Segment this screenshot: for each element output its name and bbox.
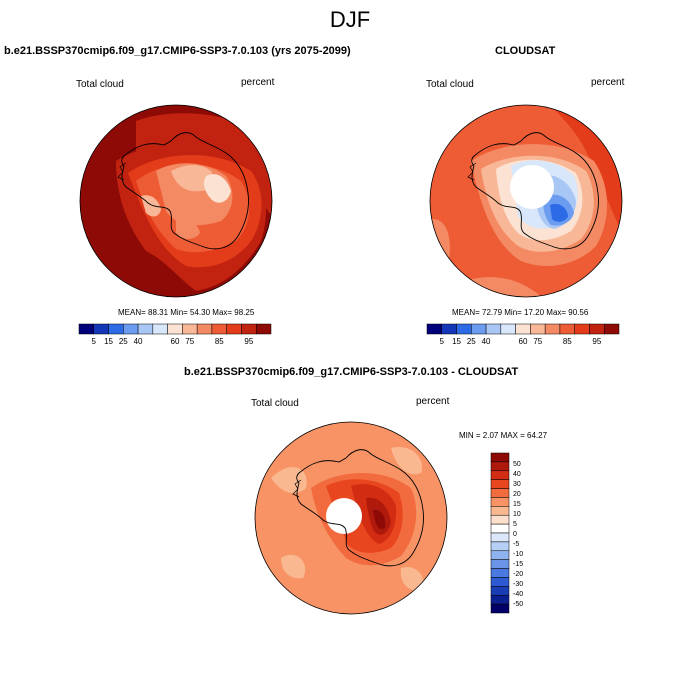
colorbar-tick-label: 0 <box>513 531 517 538</box>
colorbar-box <box>490 479 510 489</box>
colorbar-tick-label: -10 <box>513 551 523 558</box>
panel-title-diff: b.e21.BSSP370cmip6.f09_g17.CMIP6-SSP3-7.… <box>184 366 519 378</box>
colorbar-tick-label: 95 <box>244 337 253 346</box>
panel-title-model: b.e21.BSSP370cmip6.f09_g17.CMIP6-SSP3-7.… <box>4 45 351 57</box>
variable-label-cloudsat: Total cloud <box>426 79 474 90</box>
colorbar-tick-label: -15 <box>513 561 523 568</box>
colorbar-model: 5 15 25 40 60 75 85 95 <box>78 323 272 346</box>
colorbar-box <box>490 514 510 525</box>
colorbar-box <box>490 541 510 552</box>
colorbar-box <box>490 488 510 498</box>
stats-model: MEAN= 88.31 Min= 54.30 Max= 98.25 <box>118 308 255 317</box>
polar-map-cloudsat <box>429 104 623 298</box>
colorbar-box <box>530 323 546 335</box>
colorbar-box <box>490 586 510 596</box>
polar-map-diff <box>254 421 448 615</box>
colorbar-tick-label: 40 <box>134 337 143 346</box>
colorbar-tick-label: 40 <box>513 471 521 478</box>
colorbar-box <box>182 323 198 335</box>
colorbar-box <box>426 323 443 335</box>
colorbar-box <box>456 323 472 335</box>
colorbar-box <box>471 323 487 335</box>
colorbar-tick-label: 30 <box>513 481 521 488</box>
colorbar-box <box>490 470 510 480</box>
colorbar-tick-label: -50 <box>513 601 523 608</box>
units-label-model: percent <box>241 77 275 88</box>
page-title: DJF <box>329 7 371 32</box>
colorbar-tick-label: 60 <box>519 337 528 346</box>
colorbar-tick-label: 75 <box>185 337 194 346</box>
colorbar-tick-label: 50 <box>513 461 521 468</box>
colorbar-tick-label: -30 <box>513 581 523 588</box>
polar-map-model <box>79 104 273 298</box>
units-label-diff: percent <box>416 396 450 407</box>
colorbar-tick-label: 85 <box>215 337 224 346</box>
colorbar-box <box>441 323 457 335</box>
colorbar-tick-label: 25 <box>119 337 128 346</box>
colorbar-tick-label: 75 <box>533 337 542 346</box>
variable-label-model: Total cloud <box>76 79 124 90</box>
colorbar-box <box>167 323 183 335</box>
colorbar-box <box>485 323 502 335</box>
colorbar-tick-label: -5 <box>513 541 519 548</box>
colorbar-box <box>490 559 510 569</box>
variable-label-diff: Total cloud <box>251 398 299 409</box>
colorbar-box <box>93 323 109 335</box>
colorbar-box <box>490 532 510 543</box>
colorbar-tick-label: 15 <box>452 337 461 346</box>
colorbar-tick-label: 95 <box>592 337 601 346</box>
colorbar-box <box>255 323 272 335</box>
colorbar-box <box>490 577 510 587</box>
colorbar-box <box>559 323 575 335</box>
colorbar-tick-label: -20 <box>513 571 523 578</box>
stats-cloudsat: MEAN= 72.79 Min= 17.20 Max= 90.56 <box>452 308 589 317</box>
units-label-cloudsat: percent <box>591 77 625 88</box>
colorbar-box <box>574 323 590 335</box>
colorbar-tick-label: 40 <box>482 337 491 346</box>
colorbar-tick-label: 5 <box>440 337 445 346</box>
colorbar-tick-label: -40 <box>513 591 523 598</box>
colorbar-box <box>226 323 242 335</box>
colorbar-tick-label: 25 <box>467 337 476 346</box>
colorbar-box <box>108 323 124 335</box>
colorbar-box <box>490 594 510 605</box>
colorbar-box <box>241 323 257 335</box>
colorbar-tick-label: 10 <box>513 511 521 518</box>
colorbar-cloudsat: 5 15 25 40 60 75 85 95 <box>426 323 620 346</box>
panel-title-cloudsat: CLOUDSAT <box>495 45 556 57</box>
colorbar-box <box>78 323 95 335</box>
colorbar-box <box>544 323 561 335</box>
colorbar-box <box>490 603 510 614</box>
colorbar-tick-label: 15 <box>513 501 521 508</box>
colorbar-box <box>515 323 531 335</box>
colorbar-tick-label: 20 <box>513 491 521 498</box>
colorbar-box <box>490 550 510 560</box>
colorbar-box <box>589 323 605 335</box>
colorbar-tick-label: 5 <box>92 337 97 346</box>
colorbar-box <box>490 523 510 534</box>
colorbar-box <box>211 323 227 335</box>
colorbar-box <box>490 452 510 463</box>
colorbar-box <box>490 568 510 578</box>
colorbar-box <box>137 323 154 335</box>
colorbar-tick-label: 60 <box>171 337 180 346</box>
colorbar-tick-label: 85 <box>563 337 572 346</box>
stats-diff: MIN = 2.07 MAX = 64.27 <box>459 431 548 440</box>
colorbar-box <box>603 323 620 335</box>
colorbar-box <box>490 461 510 472</box>
colorbar-box <box>123 323 139 335</box>
colorbar-box <box>152 323 168 335</box>
colorbar-box <box>196 323 213 335</box>
colorbar-box <box>500 323 516 335</box>
colorbar-box <box>490 506 510 516</box>
colorbar-tick-label: 15 <box>104 337 113 346</box>
colorbar-tick-label: 5 <box>513 521 517 528</box>
colorbar-box <box>490 497 510 507</box>
